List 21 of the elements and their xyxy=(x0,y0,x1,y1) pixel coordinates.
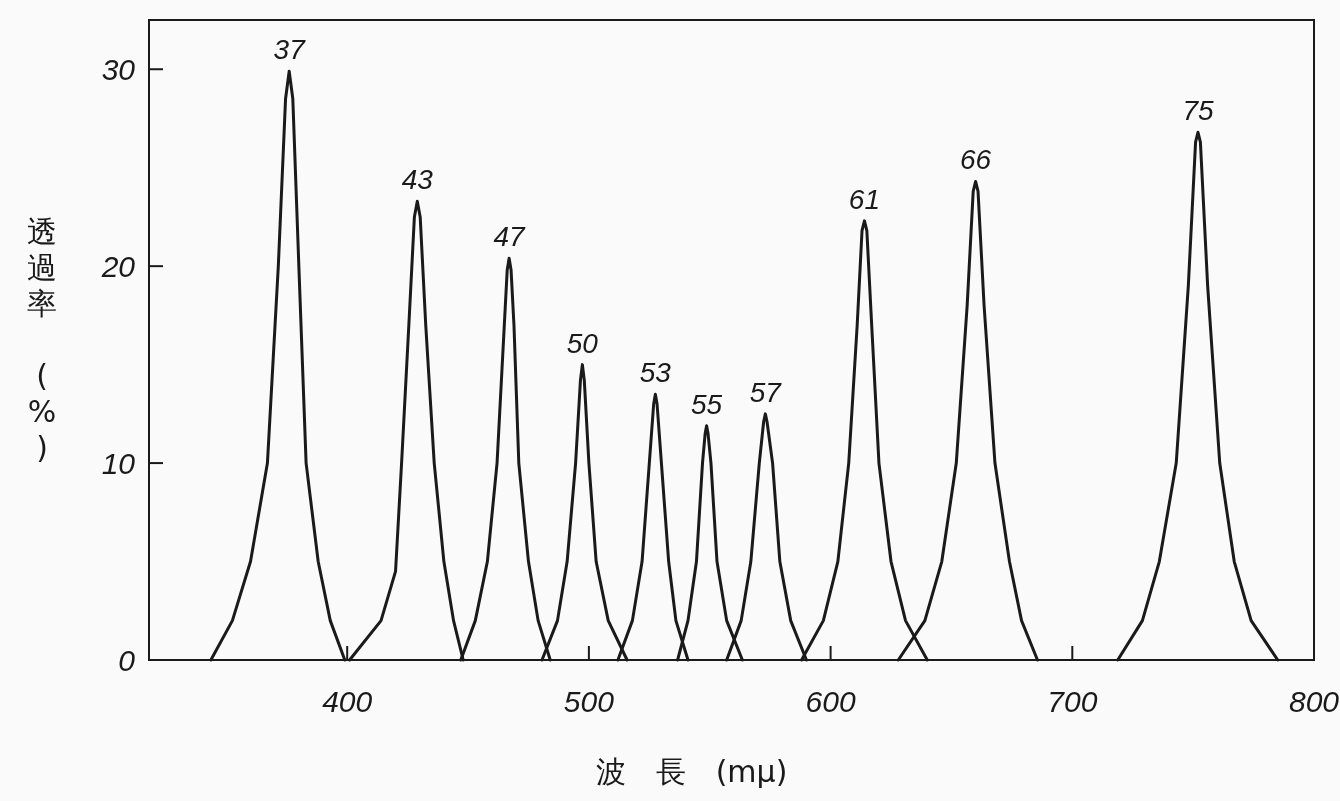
series-label: 75 xyxy=(1182,95,1214,127)
series-label: 57 xyxy=(749,376,783,408)
y-tick-label: 10 xyxy=(101,447,136,481)
series-label: 47 xyxy=(493,221,527,253)
series-label: 43 xyxy=(401,164,434,196)
x-axis-title: 波 長 (mμ) xyxy=(595,754,788,789)
series-label: 37 xyxy=(273,34,307,66)
series-label: 55 xyxy=(691,388,723,420)
series-label: 53 xyxy=(639,357,672,389)
series-label: 61 xyxy=(848,183,881,215)
x-tick-label: 500 xyxy=(563,685,615,718)
x-tick-label: 700 xyxy=(1047,685,1098,718)
y-tick-label: 20 xyxy=(100,250,136,284)
text: 透過率 (%) xyxy=(27,214,57,465)
series-label: 50 xyxy=(566,327,599,359)
x-tick-label: 600 xyxy=(805,685,856,718)
x-tick-label: 800 xyxy=(1288,685,1340,718)
series-label: 66 xyxy=(960,144,992,176)
y-tick-label: 0 xyxy=(118,644,136,677)
y-tick-label: 30 xyxy=(101,53,136,87)
x-tick-label: 400 xyxy=(322,685,373,718)
